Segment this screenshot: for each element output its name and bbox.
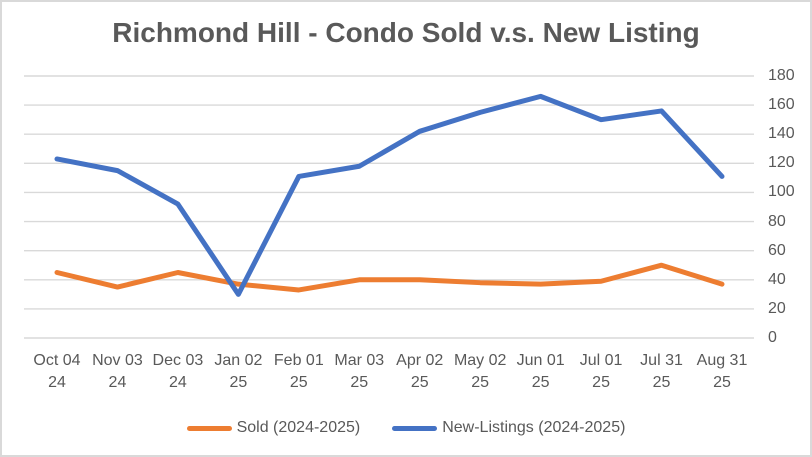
y-tick-label: 160 bbox=[768, 96, 795, 114]
legend-item-new-listings: New-Listings (2024-2025) bbox=[392, 419, 625, 437]
x-tick-label-line: Oct 04 bbox=[33, 352, 81, 369]
y-tick-label: 0 bbox=[768, 329, 777, 346]
y-tick-label: 140 bbox=[768, 125, 795, 143]
y-tick-label: 40 bbox=[768, 270, 786, 288]
legend-label-new-listings: New-Listings (2024-2025) bbox=[442, 419, 626, 436]
new-listings-series-swatch-icon bbox=[392, 425, 438, 431]
legend-label-sold: Sold (2024-2025) bbox=[236, 419, 361, 436]
x-tick-label-line: Jul 31 bbox=[640, 352, 683, 369]
x-tick-label-line: 24 bbox=[108, 374, 127, 391]
x-tick-label: Jul 01 25 bbox=[566, 350, 636, 394]
x-tick-label: Nov 03 24 bbox=[82, 350, 152, 394]
x-tick-label-line: 25 bbox=[713, 374, 731, 391]
x-tick-label-line: Dec 03 bbox=[152, 352, 204, 369]
y-tick-label: 100 bbox=[768, 183, 795, 201]
x-tick-label: Apr 02 25 bbox=[385, 350, 455, 394]
sold-series-swatch-icon bbox=[186, 425, 232, 431]
x-tick-label-line: 25 bbox=[350, 374, 369, 391]
chart-title: Richmond Hill - Condo Sold v.s. New List… bbox=[112, 17, 700, 48]
x-tick-label-line: 24 bbox=[169, 374, 187, 391]
x-tick-label-line: May 02 bbox=[453, 352, 507, 369]
y-tick-label: 60 bbox=[768, 241, 786, 259]
series-line-1 bbox=[54, 93, 725, 297]
x-tick-label: Jun 01 25 bbox=[506, 350, 576, 394]
y-tick-label: 180 bbox=[768, 67, 795, 84]
x-tick-label-line: 25 bbox=[592, 374, 610, 391]
x-tick-label-line: 25 bbox=[289, 374, 308, 391]
x-tick-label: Mar 03 25 bbox=[324, 350, 394, 394]
series-line-0 bbox=[54, 262, 725, 293]
x-tick-label-line: 24 bbox=[48, 374, 66, 391]
x-tick-label: Aug 31 25 bbox=[687, 350, 757, 394]
x-tick-label-line: Jul 01 bbox=[579, 352, 623, 369]
x-tick-label-line: Mar 03 bbox=[334, 352, 385, 369]
x-tick-label-line: Aug 31 bbox=[696, 352, 748, 369]
y-tick-label: 80 bbox=[768, 212, 786, 230]
x-tick-label: Jul 31 25 bbox=[627, 350, 697, 394]
x-tick-label: Feb 01 25 bbox=[264, 350, 334, 394]
x-tick-label: May 02 25 bbox=[445, 350, 515, 394]
x-tick-label-line: 25 bbox=[652, 374, 671, 391]
x-tick-label-line: Nov 03 bbox=[92, 352, 143, 369]
legend-item-sold: Sold (2024-2025) bbox=[186, 419, 361, 437]
legend: Sold (2024-2025) New-Listings (2024-2025… bbox=[2, 416, 810, 440]
y-tick-label: 20 bbox=[768, 299, 786, 317]
y-tick-label: 120 bbox=[768, 154, 795, 172]
x-tick-label-line: Jan 02 bbox=[214, 352, 263, 369]
x-tick-label-line: Jun 01 bbox=[516, 352, 565, 369]
x-tick-label-line: 25 bbox=[531, 374, 550, 391]
x-tick-label: Jan 02 25 bbox=[203, 350, 273, 394]
x-tick-label-line: 25 bbox=[410, 374, 429, 391]
x-tick-label-line: Apr 02 bbox=[396, 352, 444, 369]
x-tick-label: Oct 04 24 bbox=[22, 350, 92, 394]
x-tick-label: Dec 03 24 bbox=[143, 350, 213, 394]
x-tick-label-line: Feb 01 bbox=[273, 352, 324, 369]
x-tick-label-line: 25 bbox=[471, 374, 490, 391]
x-tick-label-line: 25 bbox=[229, 374, 248, 391]
